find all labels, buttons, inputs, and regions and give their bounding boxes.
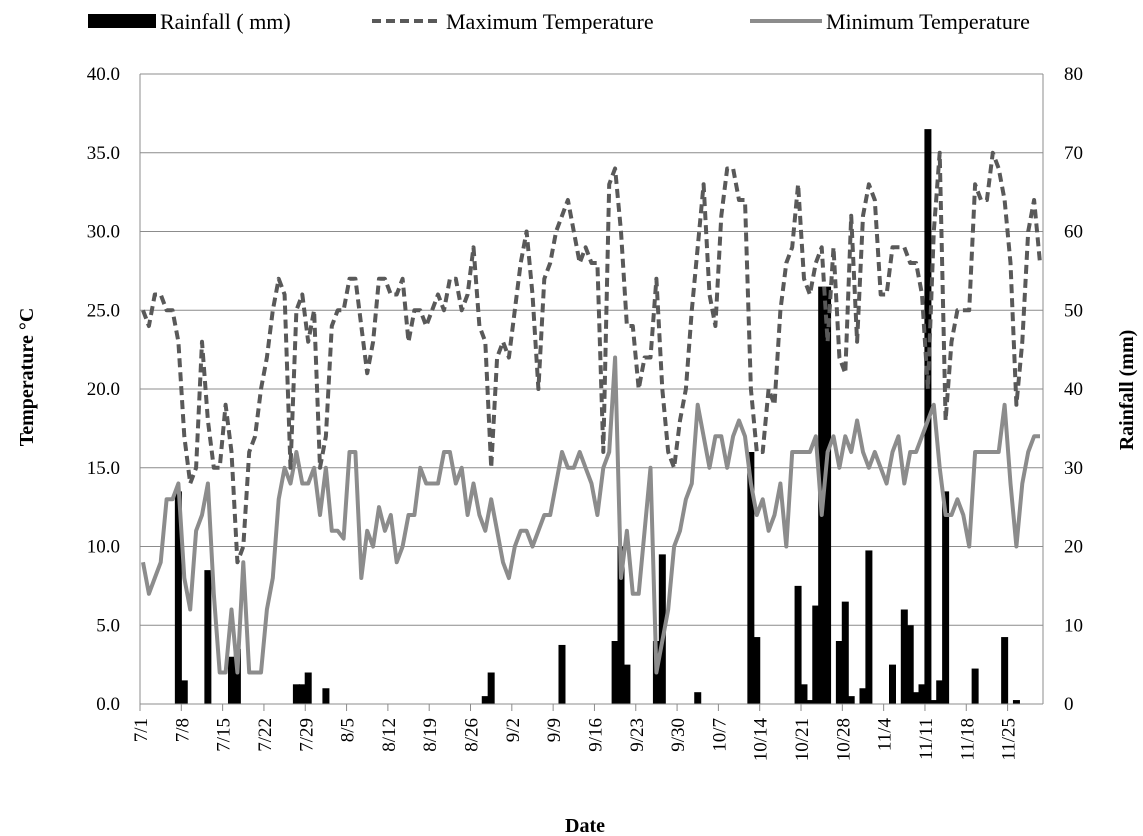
rainfall-bar: [847, 696, 855, 704]
legend-label-max-temperature: Maximum Temperature: [446, 9, 654, 34]
y-axis-right-title: Rainfall (mm): [1116, 330, 1138, 451]
y-right-tick-label: 30: [1064, 458, 1083, 479]
rainfall-bar: [841, 601, 849, 704]
y-left-tick-label: 15.0: [87, 458, 120, 479]
rainfall-bar: [623, 664, 631, 704]
x-tick-label: 11/4: [875, 718, 896, 752]
rainfall-bar: [174, 491, 182, 704]
x-tick-label: 9/23: [627, 718, 648, 752]
rainfall-bar: [204, 570, 212, 704]
max-temperature-line: [141, 150, 1042, 565]
rainfall-bar: [617, 546, 625, 704]
rainfall-bar: [900, 609, 908, 704]
rainfall-bar: [889, 664, 896, 704]
rainfall-bar: [1001, 637, 1009, 704]
y-left-tick-label: 30.0: [87, 222, 120, 243]
x-tick-label: 11/18: [957, 718, 978, 761]
rainfall-bar: [942, 491, 950, 704]
rainfall-bar: [753, 637, 761, 704]
x-tick-label: 11/25: [999, 718, 1020, 761]
x-tick-label: 10/7: [709, 718, 730, 752]
x-tick-label: 10/21: [792, 718, 813, 761]
rainfall-bar: [930, 700, 938, 704]
rainfall-bar: [835, 641, 843, 704]
temperature-lines: [141, 150, 1042, 675]
rainfall-bar: [694, 692, 702, 704]
x-tick-label: 8/26: [462, 718, 483, 752]
y-right-tick-label: 10: [1064, 615, 1083, 636]
y-left-tick-label: 10.0: [87, 537, 120, 558]
rainfall-bar: [936, 680, 944, 704]
y-right-tick-label: 50: [1064, 300, 1083, 321]
x-tick-label: 9/30: [668, 718, 689, 752]
rainfall-bar: [971, 668, 979, 704]
y-left-tick-label: 35.0: [87, 143, 120, 164]
y-left-tick-label: 40.0: [87, 64, 120, 85]
rainfall-bar: [611, 641, 619, 704]
y-right-tick-label: 20: [1064, 537, 1083, 558]
y-left-tick-label: 5.0: [96, 615, 120, 636]
y-right-tick-label: 0: [1064, 694, 1074, 715]
rainfall-bar: [1012, 700, 1020, 704]
x-tick-label: 9/9: [544, 718, 565, 742]
rainfall-bar: [906, 625, 914, 704]
rainfall-bar: [865, 550, 873, 704]
axes: 0.0 5.0 10.0 15.0 20.0 25.0 30.0 35.0 40.0 0 10 20 3…: [87, 64, 1083, 761]
x-tick-label: 7/29: [296, 718, 317, 752]
rainfall-bar: [800, 684, 808, 704]
x-tick-label: 11/11: [916, 718, 937, 760]
rainfall-bar: [487, 672, 495, 704]
x-tick-label: 8/12: [379, 718, 400, 752]
legend-swatch-rainfall: [88, 14, 156, 28]
legend-label-min-temperature: Minimum Temperature: [826, 9, 1030, 34]
rainfall-bar: [912, 692, 920, 704]
y-left-tick-label: 0.0: [96, 694, 120, 715]
rainfall-bar: [794, 585, 802, 704]
x-axis-title: Date: [565, 815, 605, 836]
x-tick-label: 7/1: [131, 718, 152, 742]
y-axis-left-title: Temperature °C: [16, 308, 38, 447]
min-temperature-line: [141, 355, 1040, 675]
y-right-tick-label: 80: [1064, 64, 1083, 85]
y-right-tick-label: 40: [1064, 379, 1083, 400]
rainfall-bar: [859, 688, 867, 704]
x-tick-label: 7/22: [255, 718, 276, 752]
legend: Rainfall ( mm) Maximum Temperature Minimum…: [88, 9, 1030, 34]
rainfall-bar: [747, 452, 755, 704]
rainfall-bar: [180, 680, 188, 704]
y-right-tick-label: 70: [1064, 143, 1083, 164]
rainfall-bars: [174, 129, 1020, 704]
rainfall-bar: [292, 684, 300, 704]
x-tick-label: 10/14: [751, 718, 772, 762]
rainfall-bar: [558, 644, 566, 704]
y-left-tick-label: 20.0: [87, 379, 120, 400]
x-tick-label: 8/19: [420, 718, 441, 752]
rainfall-bar: [227, 656, 235, 704]
rainfall-bar: [322, 688, 330, 704]
rainfall-bar: [233, 648, 241, 704]
y-left-tick-label: 25.0: [87, 300, 120, 321]
rainfall-bar: [658, 554, 666, 704]
x-tick-label: 10/28: [833, 718, 854, 761]
x-tick-label: 8/5: [338, 718, 359, 742]
x-tick-label: 9/16: [585, 718, 606, 752]
rainfall-bar: [918, 684, 926, 704]
rainfall-bar: [481, 696, 489, 704]
y-right-tick-label: 60: [1064, 222, 1083, 243]
x-tick-label: 9/2: [503, 718, 524, 742]
x-tick-label: 7/8: [172, 718, 193, 742]
rainfall-bar: [298, 684, 306, 704]
rainfall-bar: [824, 286, 832, 704]
rainfall-bar: [812, 605, 820, 704]
rainfall-bar: [806, 700, 814, 704]
rainfall-bar: [304, 672, 312, 704]
x-tick-label: 7/15: [214, 718, 235, 752]
legend-label-rainfall: Rainfall ( mm): [160, 9, 291, 34]
